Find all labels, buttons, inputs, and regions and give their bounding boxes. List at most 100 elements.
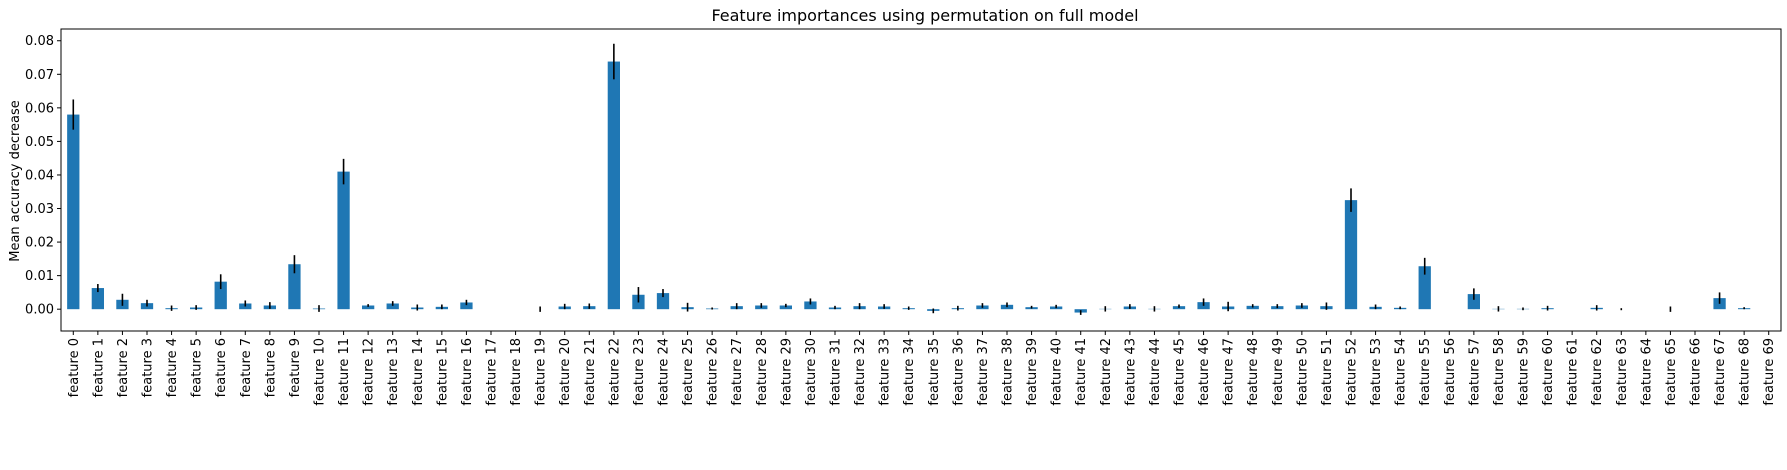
x-tick-label: feature 40 bbox=[1050, 338, 1065, 406]
x-tick-label: feature 37 bbox=[976, 338, 991, 406]
x-ticks-group: feature 0 feature 1 feature 2 feature 3 feat… bbox=[67, 331, 1777, 406]
x-tick-label: feature 7 bbox=[239, 338, 254, 397]
x-tick-label: feature 16 bbox=[460, 338, 475, 406]
bar bbox=[607, 61, 620, 310]
bar bbox=[214, 281, 227, 310]
x-tick-label: feature 19 bbox=[534, 338, 549, 406]
bar bbox=[1344, 200, 1358, 310]
x-tick-label: feature 66 bbox=[1689, 338, 1704, 406]
x-tick-label: feature 55 bbox=[1418, 338, 1433, 406]
x-tick-label: feature 14 bbox=[411, 338, 426, 406]
x-tick-label: feature 39 bbox=[1025, 338, 1040, 406]
x-tick-label: feature 10 bbox=[313, 338, 328, 406]
y-ticks-group: 0.00 0.01 0.02 0.03 0.04 0.05 0.06 0.07 0.08 bbox=[25, 34, 61, 318]
x-tick-label: feature 50 bbox=[1295, 338, 1310, 406]
x-tick-label: feature 34 bbox=[902, 338, 917, 406]
x-tick-label: feature 45 bbox=[1173, 338, 1188, 406]
x-tick-label: feature 15 bbox=[435, 338, 450, 406]
y-tick-label: 0.06 bbox=[25, 101, 54, 116]
x-tick-label: feature 28 bbox=[755, 338, 770, 406]
x-tick-label: feature 30 bbox=[804, 338, 819, 406]
x-tick-label: feature 52 bbox=[1345, 338, 1360, 406]
bar bbox=[91, 288, 104, 310]
x-tick-label: feature 42 bbox=[1099, 338, 1114, 406]
x-tick-label: feature 68 bbox=[1738, 338, 1753, 406]
bar bbox=[386, 303, 399, 310]
x-tick-label: feature 31 bbox=[829, 338, 844, 406]
plot-frame bbox=[60, 28, 1782, 332]
x-tick-label: feature 6 bbox=[214, 338, 229, 397]
x-tick-label: feature 51 bbox=[1320, 338, 1335, 406]
bar bbox=[1467, 294, 1480, 310]
x-tick-label: feature 33 bbox=[878, 338, 893, 406]
x-tick-label: feature 23 bbox=[632, 338, 647, 406]
x-tick-label: feature 60 bbox=[1541, 338, 1556, 406]
x-tick-label: feature 49 bbox=[1271, 338, 1286, 406]
x-tick-label: feature 18 bbox=[509, 338, 524, 406]
x-tick-label: feature 61 bbox=[1566, 338, 1581, 406]
x-tick-label: feature 1 bbox=[91, 338, 106, 397]
y-tick-label: 0.03 bbox=[25, 202, 54, 217]
bar bbox=[67, 114, 80, 310]
x-tick-label: feature 59 bbox=[1517, 338, 1532, 406]
bar bbox=[460, 302, 473, 310]
x-tick-label: feature 22 bbox=[607, 338, 622, 406]
x-tick-label: feature 65 bbox=[1664, 338, 1679, 406]
x-tick-label: feature 47 bbox=[1222, 338, 1237, 406]
bar bbox=[1418, 266, 1431, 310]
x-tick-label: feature 62 bbox=[1590, 338, 1605, 406]
y-tick-label: 0.05 bbox=[25, 135, 54, 150]
y-tick-label: 0.00 bbox=[25, 303, 54, 318]
y-tick-label: 0.01 bbox=[25, 269, 54, 284]
bar bbox=[288, 264, 301, 310]
x-tick-label: feature 48 bbox=[1246, 338, 1261, 406]
error-bars-group bbox=[72, 43, 1745, 315]
x-tick-label: feature 67 bbox=[1713, 338, 1728, 406]
x-tick-label: feature 17 bbox=[485, 338, 500, 406]
x-tick-label: feature 38 bbox=[1001, 338, 1016, 406]
x-tick-label: feature 69 bbox=[1762, 338, 1777, 406]
bar bbox=[804, 301, 817, 310]
x-tick-label: feature 44 bbox=[1148, 338, 1163, 406]
x-tick-label: feature 54 bbox=[1394, 338, 1409, 406]
y-tick-label: 0.07 bbox=[25, 68, 54, 83]
x-tick-label: feature 64 bbox=[1639, 338, 1654, 406]
x-tick-label: feature 3 bbox=[141, 338, 156, 397]
x-tick-label: feature 53 bbox=[1369, 338, 1384, 406]
y-tick-label: 0.04 bbox=[25, 168, 54, 183]
x-tick-label: feature 13 bbox=[386, 338, 401, 406]
bar bbox=[656, 293, 670, 310]
x-tick-label: feature 35 bbox=[927, 338, 942, 406]
x-tick-label: feature 8 bbox=[263, 338, 278, 397]
x-tick-label: feature 9 bbox=[288, 338, 303, 397]
x-tick-label: feature 26 bbox=[706, 338, 721, 406]
y-tick-label: 0.08 bbox=[25, 34, 54, 49]
bar bbox=[779, 305, 792, 310]
x-tick-label: feature 41 bbox=[1074, 338, 1089, 406]
x-tick-label: feature 29 bbox=[779, 338, 794, 406]
x-tick-label: feature 58 bbox=[1492, 338, 1507, 406]
x-tick-label: feature 27 bbox=[730, 338, 745, 406]
chart-title: Feature importances using permutation on… bbox=[711, 6, 1138, 25]
x-tick-label: feature 2 bbox=[116, 338, 131, 397]
y-axis-label: Mean accuracy decrease bbox=[8, 100, 23, 262]
x-tick-label: feature 12 bbox=[362, 338, 377, 406]
y-tick-label: 0.02 bbox=[25, 236, 54, 251]
x-tick-label: feature 25 bbox=[681, 338, 696, 406]
bars-group bbox=[67, 61, 1751, 313]
x-tick-label: feature 57 bbox=[1467, 338, 1482, 406]
x-tick-label: feature 32 bbox=[853, 338, 868, 406]
x-tick-label: feature 0 bbox=[67, 338, 82, 397]
x-tick-label: feature 36 bbox=[951, 338, 966, 406]
bar bbox=[362, 305, 375, 310]
x-tick-label: feature 11 bbox=[337, 338, 352, 406]
x-tick-label: feature 43 bbox=[1123, 338, 1138, 406]
x-tick-label: feature 20 bbox=[558, 338, 573, 406]
x-tick-label: feature 24 bbox=[657, 338, 672, 406]
x-tick-label: feature 63 bbox=[1615, 338, 1630, 406]
x-tick-label: feature 4 bbox=[165, 338, 180, 397]
bar bbox=[337, 171, 350, 310]
x-tick-label: feature 56 bbox=[1443, 338, 1458, 406]
x-tick-label: feature 46 bbox=[1197, 338, 1212, 406]
